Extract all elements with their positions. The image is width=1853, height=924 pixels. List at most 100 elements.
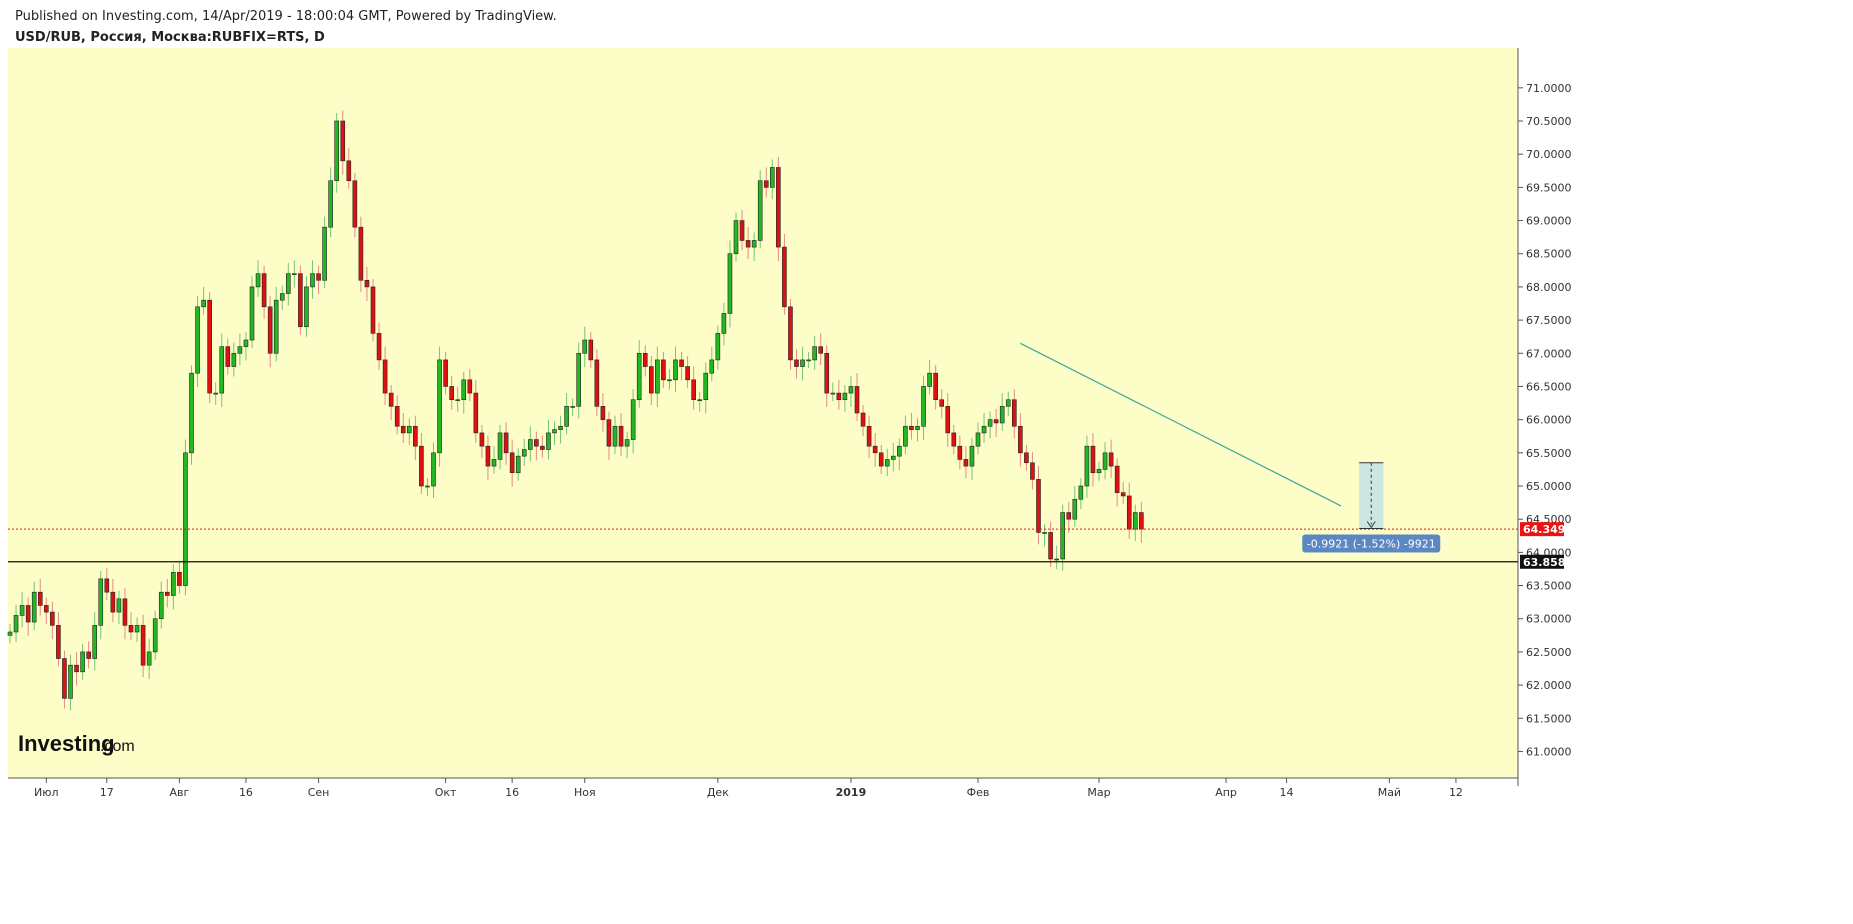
- candle: [1096, 469, 1102, 474]
- candle: [1054, 558, 1059, 561]
- last-price-label: 64.3497: [1523, 523, 1573, 536]
- candle: [1090, 445, 1096, 474]
- candle: [316, 273, 321, 281]
- candle: [939, 399, 945, 407]
- candle: [1139, 512, 1144, 530]
- time-axis[interactable]: Июл 17 Авг 16 Сен Окт 16 Ноя Дек 2019 Фев Мар Апр 14 М…: [8, 777, 1518, 799]
- candle: [146, 651, 152, 666]
- candle: [739, 220, 745, 241]
- candle: [534, 439, 539, 447]
- candle: [352, 180, 358, 228]
- candle: [273, 299, 279, 354]
- candle: [1066, 512, 1072, 520]
- candle: [951, 432, 957, 447]
- price-tick-label: 70.5000: [1526, 115, 1572, 128]
- candle: [1120, 492, 1126, 497]
- candle: [346, 160, 352, 182]
- candle: [473, 392, 479, 434]
- time-tick-label: 17: [100, 786, 114, 799]
- time-tick-label: Авг: [170, 786, 190, 799]
- candle: [449, 386, 454, 401]
- candle: [1018, 425, 1023, 454]
- candle: [116, 598, 122, 613]
- candle: [134, 625, 140, 633]
- candle: [897, 445, 902, 457]
- measure-arrow-head: [1366, 521, 1376, 529]
- candle: [812, 346, 817, 361]
- candle: [122, 598, 128, 626]
- time-tick-label: Ноя: [574, 786, 596, 799]
- time-tick-label: 2019: [836, 786, 867, 799]
- candle: [1102, 452, 1108, 470]
- candle: [443, 359, 448, 387]
- candle: [570, 406, 575, 408]
- candle: [521, 449, 527, 457]
- candle: [987, 419, 993, 427]
- candle: [679, 359, 684, 367]
- candle: [703, 372, 709, 401]
- candle: [872, 445, 878, 454]
- candle: [1078, 485, 1084, 500]
- candle: [413, 425, 418, 447]
- candle: [219, 346, 225, 394]
- candle: [794, 359, 799, 367]
- candle: [1005, 399, 1011, 407]
- price-tick-label: 66.5000: [1526, 380, 1572, 393]
- candle: [140, 625, 146, 666]
- candle: [400, 425, 406, 434]
- candle: [848, 386, 854, 394]
- candle: [388, 392, 394, 407]
- candle: [370, 286, 376, 334]
- price-tick-label: 62.5000: [1526, 646, 1572, 659]
- measure-label: -0.9921 (-1.52%) -9921: [1307, 537, 1436, 550]
- chart-header: Published on Investing.com, 14/Apr/2019 …: [15, 9, 557, 45]
- candle: [503, 432, 509, 454]
- investing-logo: Investing .com: [18, 731, 135, 756]
- candle: [207, 299, 212, 394]
- candle: [806, 359, 811, 362]
- price-axis[interactable]: 61.0000 61.5000 62.0000 62.5000 63.0000 63.50…: [1517, 48, 1572, 786]
- candle: [1011, 399, 1017, 427]
- candle: [86, 651, 91, 659]
- price-tick-label: 67.0000: [1526, 347, 1572, 360]
- candle: [788, 306, 793, 361]
- price-tick-label: 68.0000: [1526, 281, 1572, 294]
- candle: [776, 167, 781, 248]
- candle: [298, 273, 303, 328]
- candle: [1126, 495, 1132, 530]
- candle: [927, 372, 932, 387]
- candle: [128, 625, 134, 633]
- price-tick-label: 63.5000: [1526, 580, 1572, 593]
- candle: [836, 392, 842, 401]
- candle: [467, 379, 473, 394]
- candle: [152, 618, 158, 653]
- candle: [62, 658, 67, 699]
- candle: [376, 333, 382, 361]
- candle: [751, 240, 757, 248]
- plot-area[interactable]: [8, 48, 1518, 778]
- candle: [697, 399, 703, 402]
- candle: [479, 432, 485, 447]
- candle: [249, 286, 255, 341]
- candle: [854, 386, 860, 414]
- candle: [110, 591, 116, 613]
- candle: [915, 425, 920, 430]
- candle: [292, 273, 297, 275]
- candle: [1030, 462, 1035, 480]
- candle: [648, 366, 654, 394]
- candle: [509, 452, 515, 474]
- candle: [171, 571, 176, 596]
- candle: [655, 359, 660, 394]
- candle: [485, 445, 491, 467]
- time-tick-label: Май: [1378, 786, 1401, 799]
- candle: [195, 306, 200, 374]
- candle: [527, 439, 533, 450]
- price-tick-label: 61.0000: [1526, 745, 1572, 758]
- candle: [685, 366, 690, 381]
- candle: [201, 299, 206, 308]
- candle: [189, 372, 194, 454]
- candle: [37, 591, 43, 606]
- candle: [165, 591, 170, 596]
- candle: [661, 359, 666, 381]
